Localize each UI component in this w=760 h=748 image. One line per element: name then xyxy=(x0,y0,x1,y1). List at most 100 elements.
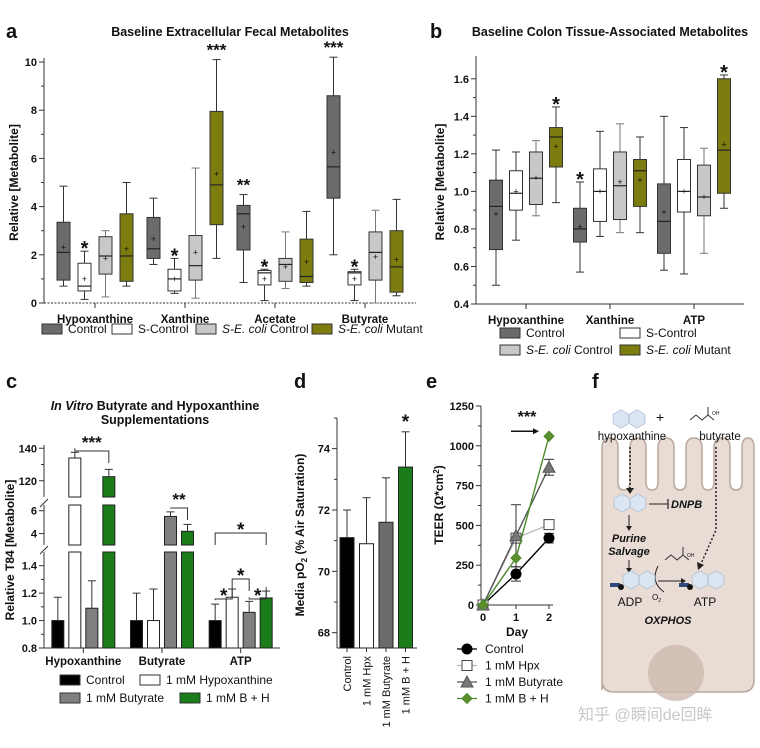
box-a-1-1: + xyxy=(167,257,182,294)
phosphate-icon xyxy=(618,584,624,590)
bracket-line xyxy=(214,532,267,545)
y-tick-label: 750 xyxy=(456,481,474,493)
hypoxanthine-molecule-icon xyxy=(612,409,646,429)
box-b-1-3: + xyxy=(633,136,647,234)
significance-bracket: ** xyxy=(170,490,188,520)
watermark-text: 知乎 @瞬间de回眸 xyxy=(578,706,713,724)
box-iqr xyxy=(389,230,404,293)
x-tick-label: 0 xyxy=(480,612,486,624)
bar-c-0-3 xyxy=(102,468,116,649)
box-iqr xyxy=(77,262,92,292)
mean-marker: + xyxy=(331,147,336,157)
purine-salvage-label: Salvage xyxy=(608,546,650,558)
mean-marker: + xyxy=(283,262,288,272)
box-a-2-0: + xyxy=(236,194,251,284)
box-a-0-0: + xyxy=(56,185,71,287)
bar-segment xyxy=(147,620,160,649)
mean-marker: + xyxy=(61,243,66,253)
mean-marker: + xyxy=(493,209,498,219)
bar-c-1-1 xyxy=(147,588,160,649)
mean-marker: + xyxy=(304,257,309,267)
legend-label: 1 mM Butyrate xyxy=(485,675,563,689)
significance-label: * xyxy=(171,245,179,267)
molecule-ring xyxy=(612,409,630,429)
x-tick-label: Control xyxy=(342,656,354,691)
bar-c-2-2 xyxy=(242,600,256,649)
bracket-line xyxy=(74,448,110,463)
bar-c-2-3 xyxy=(259,590,273,649)
atp-label: ATP xyxy=(694,595,716,609)
mean-marker: + xyxy=(82,274,87,284)
box-a-2-3: + xyxy=(299,210,314,287)
x-tick-label: ATP xyxy=(230,656,252,668)
marker-diamond xyxy=(477,599,489,611)
arrow-head-icon xyxy=(533,428,539,435)
box-b-0-0: + xyxy=(489,149,503,286)
x-tick-label: Butyrate xyxy=(342,314,389,326)
box-iqr xyxy=(209,110,224,226)
mean-marker: + xyxy=(661,207,666,217)
y-tick-label: 1.6 xyxy=(454,74,469,86)
bar-segment xyxy=(68,457,82,498)
hypoxanthine-label: hypoxanthine xyxy=(598,431,666,443)
x-tick-label: Hypoxanthine xyxy=(45,656,121,668)
x-tick-label: Xanthine xyxy=(161,314,210,326)
bar-d-3: 1 mM B + H xyxy=(398,431,413,714)
molecule-ring xyxy=(628,409,646,429)
panel-e-chart: 0 250 500 750 1000 1250 0 1 2 Day TEER (Ω*cm2) *** xyxy=(432,401,553,639)
significance-label: *** xyxy=(207,41,227,60)
mean-marker: + xyxy=(193,247,198,257)
mean-marker: + xyxy=(533,173,538,183)
y-tick-label: 68 xyxy=(318,628,330,640)
oh-label: OH xyxy=(687,553,695,559)
purine-salvage-label: Purine xyxy=(612,533,646,545)
molecule-ring xyxy=(638,570,656,590)
significance-label: * xyxy=(254,586,262,607)
legend-label: S-E. coli Mutant xyxy=(646,343,731,357)
mean-marker: + xyxy=(214,169,219,179)
box-iqr xyxy=(146,216,161,259)
panel-letter-f: f xyxy=(592,371,599,393)
box-b-1-1: + xyxy=(593,130,607,237)
legend-label: S-E. coli Control xyxy=(222,322,309,336)
panel-letter-c: c xyxy=(6,371,17,393)
legend-swatch xyxy=(111,323,133,335)
box-a-1-0: + xyxy=(146,197,161,265)
bar-segment xyxy=(181,551,194,649)
mitochondrion xyxy=(648,645,704,701)
bar-c-2-0 xyxy=(208,603,222,649)
marker-triangle xyxy=(542,460,556,473)
legend-swatch xyxy=(619,327,641,339)
x-tick-label: 1 xyxy=(513,612,519,624)
marker-circle xyxy=(461,643,473,655)
bar-segment xyxy=(225,596,239,649)
bar-segment xyxy=(181,530,194,546)
adp-label: ADP xyxy=(618,595,643,609)
y-tick-label: 0.8 xyxy=(454,224,469,236)
box-iqr xyxy=(299,238,314,284)
mean-marker: + xyxy=(124,244,129,254)
significance-bracket: * xyxy=(214,585,233,607)
arrow-head-icon xyxy=(681,578,686,584)
y-tick-label: 0.6 xyxy=(454,261,469,273)
chart-title: In Vitro Butyrate and Hypoxanthine xyxy=(51,399,260,413)
box-b-2-2: + xyxy=(697,147,711,254)
bar-segment xyxy=(102,551,116,649)
legend-label: S-Control xyxy=(138,322,189,336)
significance-label: * xyxy=(261,256,269,278)
box-iqr xyxy=(56,221,71,281)
mean-marker: + xyxy=(352,274,357,284)
bar-segment xyxy=(102,504,116,546)
panel-letter-e: e xyxy=(426,371,437,393)
legend-item: 1 mM Butyrate xyxy=(457,674,563,689)
marker-triangle xyxy=(509,528,523,542)
curved-arrow xyxy=(654,565,665,593)
dnpb-label: DNPB xyxy=(671,499,702,511)
bar-segment xyxy=(208,620,222,649)
y-tick-label: 4 xyxy=(31,202,38,214)
molecule-ring xyxy=(707,570,725,590)
mean-marker: + xyxy=(701,192,706,202)
intracellular-hypoxanthine-icon xyxy=(613,493,647,513)
y-tick-label: 1250 xyxy=(450,401,474,413)
bar-d-1: 1 mM Hpx xyxy=(359,497,374,706)
